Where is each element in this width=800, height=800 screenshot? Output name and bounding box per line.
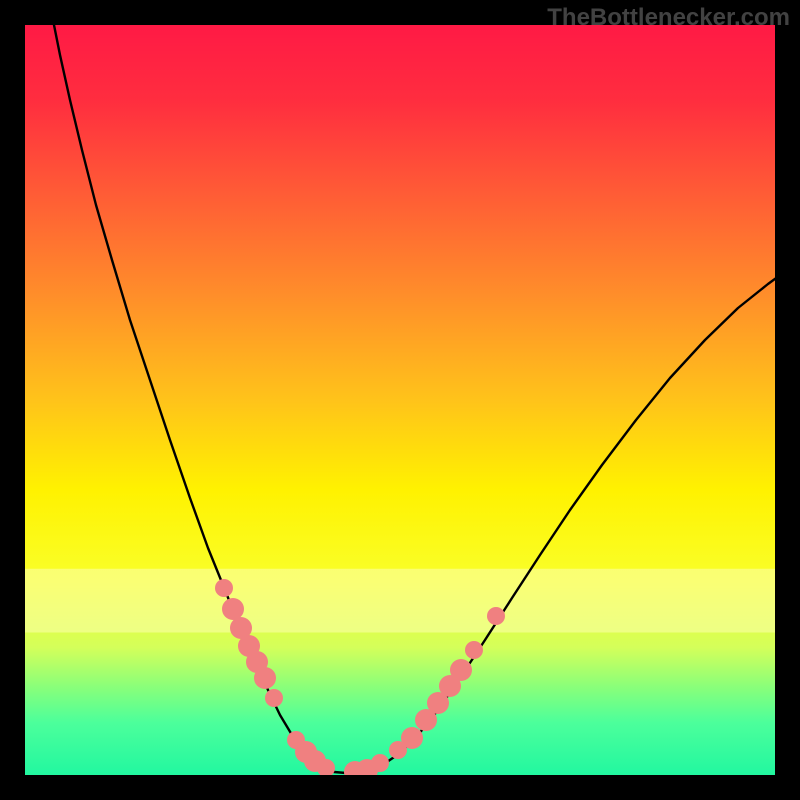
chart-canvas: TheBottlenecker.com xyxy=(0,0,800,800)
data-marker xyxy=(222,598,244,620)
data-marker xyxy=(401,727,423,749)
watermark-text: TheBottlenecker.com xyxy=(547,4,790,32)
data-marker xyxy=(317,759,335,777)
data-marker xyxy=(450,659,472,681)
data-marker xyxy=(254,667,276,689)
data-marker xyxy=(487,607,505,625)
plot-background xyxy=(25,25,775,775)
data-marker xyxy=(371,754,389,772)
data-marker xyxy=(265,689,283,707)
highlight-band xyxy=(25,569,775,633)
data-marker xyxy=(215,579,233,597)
data-marker xyxy=(465,641,483,659)
chart-svg xyxy=(0,0,800,800)
